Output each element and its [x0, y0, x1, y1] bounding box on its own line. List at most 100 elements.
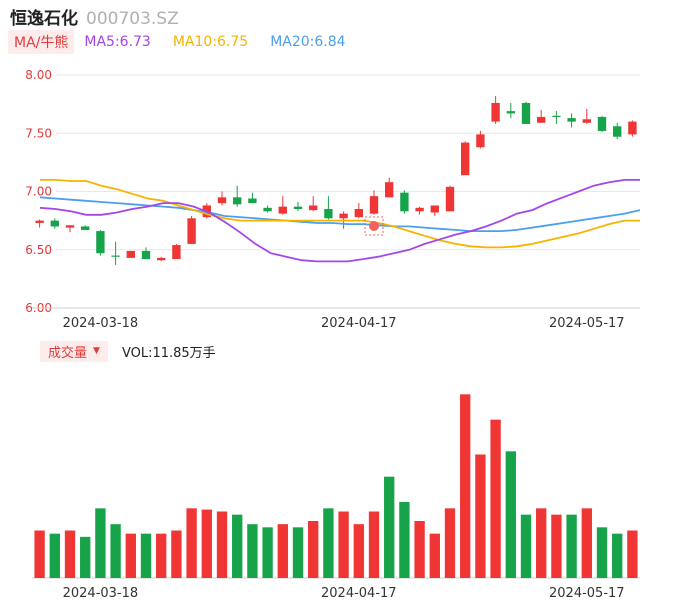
volume-bar: [460, 394, 471, 578]
candle: [172, 245, 181, 260]
volume-x-tick-label: 2024-05-17: [549, 586, 625, 601]
candle: [248, 198, 257, 204]
volume-bar: [475, 454, 486, 578]
volume-bar: [49, 533, 60, 578]
volume-bar: [292, 527, 304, 578]
x-tick-label: 2024-05-17: [549, 316, 625, 331]
candle: [278, 206, 287, 214]
volume-value: VOL:11.85万手: [121, 345, 216, 361]
volume-bar: [612, 533, 623, 578]
y-tick-label: 7.00: [25, 185, 52, 199]
volume-bar: [64, 530, 76, 578]
volume-bar: [277, 524, 288, 578]
volume-mode-label: 成交量: [48, 345, 88, 361]
candle: [309, 205, 318, 211]
volume-bar: [581, 508, 592, 578]
candle: [597, 116, 607, 131]
volume-bar: [429, 533, 440, 578]
volume-bar: [551, 514, 562, 578]
candle: [324, 208, 333, 219]
candle: [369, 196, 379, 214]
volume-x-tick-label: 2024-04-17: [321, 586, 397, 601]
stock-code: 000703.SZ: [86, 9, 179, 29]
candle: [217, 197, 227, 204]
ma5-label: MA5:6.73: [84, 34, 151, 50]
candle: [506, 111, 515, 114]
volume-bar: [80, 536, 91, 578]
volume-bar: [520, 514, 532, 578]
candle: [111, 255, 120, 257]
volume-bar: [216, 511, 228, 578]
candle: [141, 250, 151, 260]
volume-bar: [262, 527, 273, 578]
volume-bar: [353, 524, 364, 578]
candle: [537, 116, 546, 123]
volume-bar: [156, 533, 167, 578]
y-tick-label: 7.50: [25, 126, 52, 140]
volume-bar: [490, 419, 501, 578]
volume-bar: [308, 521, 319, 578]
ma20-line: [39, 196, 641, 232]
candle: [430, 205, 439, 213]
candle: [96, 231, 105, 254]
volume-bar: [627, 530, 638, 578]
candle: [50, 220, 59, 227]
candle: [81, 226, 90, 230]
volume-legend: 成交量 ▼ VOL:11.85万手: [40, 340, 216, 362]
candle: [613, 126, 622, 137]
candle: [354, 208, 363, 218]
volume-bar: [536, 508, 547, 578]
candle: [628, 121, 637, 135]
candle: [385, 182, 394, 198]
ma5-line: [39, 179, 640, 263]
candle: [339, 213, 348, 219]
volume-bar: [444, 508, 456, 578]
stock-header: 恒逸石化 000703.SZ: [10, 4, 179, 29]
candle: [126, 250, 135, 258]
stock-name: 恒逸石化: [10, 9, 78, 29]
caret-down-icon: ▼: [93, 346, 100, 356]
candle: [157, 257, 166, 261]
volume-x-tick-label: 2024-03-18: [63, 586, 139, 601]
candle: [445, 186, 455, 212]
volume-bar: [125, 533, 136, 578]
volume-bar: [399, 502, 410, 578]
volume-bar: [414, 521, 425, 578]
volume-bar: [338, 511, 349, 578]
volume-bar: [505, 451, 516, 578]
candle: [263, 207, 272, 212]
candle: [400, 192, 409, 212]
candle: [552, 115, 561, 117]
volume-bar: [232, 514, 243, 578]
candle: [567, 118, 576, 122]
y-tick-label: 6.50: [25, 243, 52, 257]
candle: [35, 220, 44, 223]
volume-bar: [596, 527, 608, 578]
event-dot: [369, 221, 379, 231]
volume-bar: [247, 524, 258, 578]
volume-mode-button[interactable]: 成交量 ▼: [40, 340, 108, 362]
ma10-label: MA10:6.75: [172, 34, 249, 50]
ma20-label: MA20:6.84: [270, 34, 346, 50]
ma10-line: [40, 179, 640, 249]
candle: [521, 102, 531, 124]
candle: [187, 218, 196, 244]
candle: [65, 225, 75, 228]
ma-mode-button[interactable]: MA/牛熊: [8, 30, 75, 54]
volume-bar: [186, 508, 197, 578]
volume-bar: [110, 524, 121, 578]
x-tick-label: 2024-03-18: [63, 316, 139, 331]
candle: [491, 102, 500, 122]
candle: [233, 197, 242, 205]
volume-bar: [171, 530, 182, 578]
volume-bar: [384, 476, 395, 578]
candle: [293, 206, 303, 209]
candle: [476, 134, 485, 148]
candle: [582, 119, 591, 123]
ma-legend: MA/牛熊 MA5:6.73 MA10:6.75 MA20:6.84: [8, 30, 368, 54]
y-tick-label: 8.00: [25, 68, 52, 82]
volume-bar: [34, 530, 45, 578]
event-marker: [364, 216, 384, 236]
candle: [415, 207, 424, 212]
